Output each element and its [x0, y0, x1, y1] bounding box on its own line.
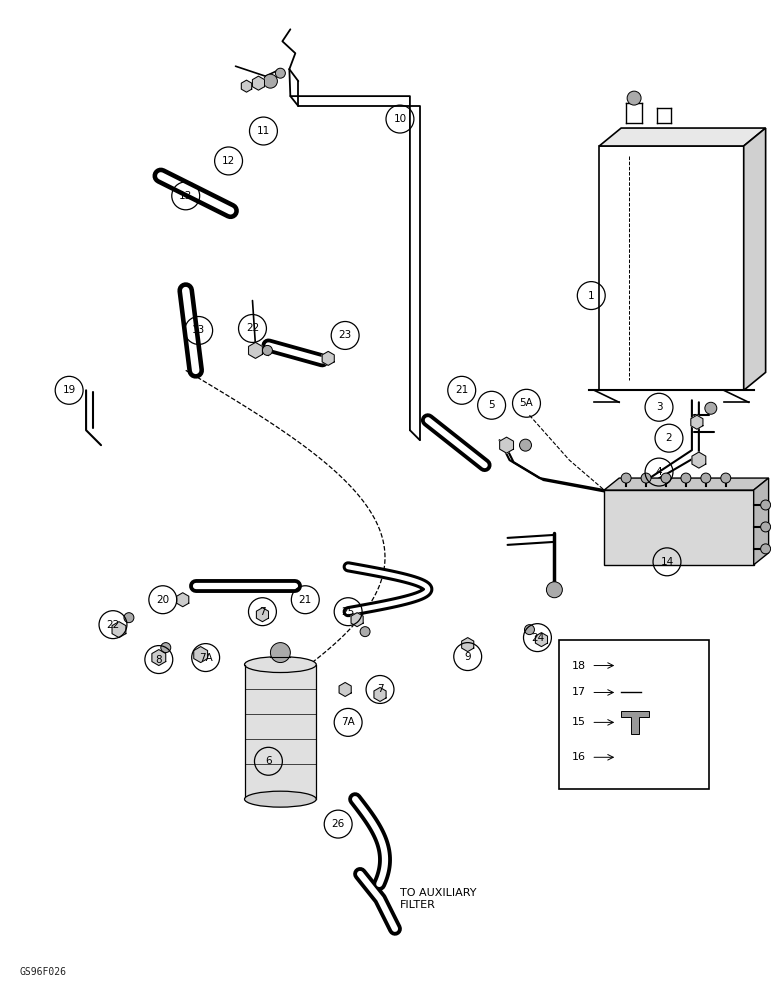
Text: 16: 16 — [571, 752, 585, 762]
Text: 7A: 7A — [198, 653, 212, 663]
Circle shape — [681, 473, 691, 483]
Ellipse shape — [245, 657, 317, 673]
Circle shape — [661, 473, 671, 483]
Polygon shape — [621, 711, 649, 734]
Circle shape — [641, 473, 651, 483]
Text: 14: 14 — [660, 557, 674, 567]
Polygon shape — [604, 478, 769, 490]
Polygon shape — [599, 128, 766, 146]
Polygon shape — [374, 687, 386, 701]
Polygon shape — [252, 76, 265, 90]
Text: 13: 13 — [179, 191, 192, 201]
Text: 2: 2 — [665, 433, 672, 443]
Ellipse shape — [245, 791, 317, 807]
Circle shape — [263, 74, 277, 88]
Text: 13: 13 — [192, 325, 205, 335]
Text: 12: 12 — [222, 156, 235, 166]
Polygon shape — [628, 750, 640, 764]
Polygon shape — [743, 128, 766, 390]
Text: 10: 10 — [394, 114, 407, 124]
Text: 19: 19 — [63, 385, 76, 395]
Polygon shape — [462, 638, 474, 652]
Text: 11: 11 — [257, 126, 270, 136]
Circle shape — [520, 439, 531, 451]
Circle shape — [262, 345, 273, 355]
Text: 23: 23 — [339, 330, 352, 340]
Circle shape — [701, 473, 711, 483]
Text: 8: 8 — [155, 655, 162, 665]
Text: 5: 5 — [489, 400, 495, 410]
Text: 22: 22 — [107, 620, 120, 630]
Circle shape — [760, 522, 770, 532]
Text: TO AUXILIARY
FILTER: TO AUXILIARY FILTER — [400, 888, 476, 910]
Text: 7: 7 — [377, 684, 384, 694]
Circle shape — [705, 402, 717, 414]
Circle shape — [760, 500, 770, 510]
Text: 7A: 7A — [341, 717, 355, 727]
Circle shape — [721, 473, 731, 483]
Text: 26: 26 — [331, 819, 345, 829]
Text: GS96F026: GS96F026 — [19, 967, 66, 977]
Bar — [560, 640, 709, 789]
Text: 4: 4 — [655, 467, 662, 477]
Polygon shape — [177, 593, 189, 607]
Polygon shape — [322, 351, 334, 365]
Text: 15: 15 — [571, 717, 585, 727]
Text: 3: 3 — [655, 402, 662, 412]
Polygon shape — [112, 622, 126, 638]
Polygon shape — [604, 490, 753, 565]
Circle shape — [624, 659, 638, 673]
Circle shape — [161, 643, 171, 653]
Polygon shape — [256, 608, 269, 622]
Text: 21: 21 — [455, 385, 469, 395]
Polygon shape — [753, 478, 769, 565]
Text: 6: 6 — [265, 756, 272, 766]
Circle shape — [621, 473, 631, 483]
Polygon shape — [152, 650, 166, 666]
Text: 1: 1 — [588, 291, 594, 301]
Text: 22: 22 — [245, 323, 259, 333]
Circle shape — [547, 582, 562, 598]
Polygon shape — [536, 633, 547, 647]
Polygon shape — [499, 437, 513, 453]
Text: 9: 9 — [465, 652, 471, 662]
Polygon shape — [194, 647, 208, 663]
Circle shape — [622, 683, 640, 701]
Text: 25: 25 — [341, 607, 355, 617]
Bar — [245, 665, 317, 799]
Text: 7: 7 — [259, 607, 266, 617]
Polygon shape — [249, 342, 262, 358]
Circle shape — [270, 643, 290, 663]
Text: 17: 17 — [571, 687, 585, 697]
Circle shape — [524, 625, 534, 635]
Polygon shape — [339, 682, 351, 696]
Polygon shape — [599, 146, 743, 390]
Text: 5A: 5A — [520, 398, 533, 408]
Text: 18: 18 — [571, 661, 585, 671]
Polygon shape — [691, 415, 703, 429]
Circle shape — [360, 627, 370, 637]
Circle shape — [631, 754, 637, 760]
Circle shape — [276, 68, 286, 78]
Text: 21: 21 — [299, 595, 312, 605]
Circle shape — [124, 613, 134, 623]
Text: 20: 20 — [156, 595, 169, 605]
Polygon shape — [351, 613, 363, 627]
Circle shape — [760, 544, 770, 554]
Text: 24: 24 — [531, 633, 544, 643]
Polygon shape — [692, 452, 706, 468]
Polygon shape — [242, 80, 252, 92]
Circle shape — [627, 91, 641, 105]
